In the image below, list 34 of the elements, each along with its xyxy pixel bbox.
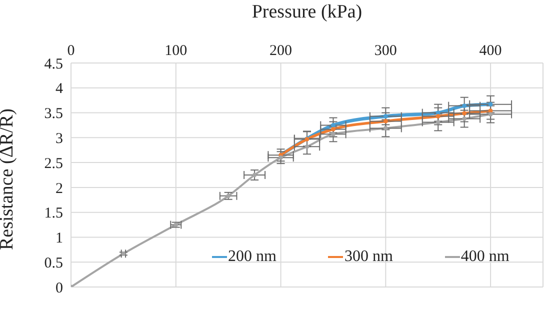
legend-label: 400 nm <box>460 248 510 266</box>
x-tick-label: 300 <box>374 43 397 59</box>
legend-label: 300 nm <box>344 248 393 266</box>
x-tick-label: 100 <box>164 43 188 59</box>
y-tick-label: 1 <box>56 230 63 247</box>
point <box>462 111 467 116</box>
point <box>383 119 388 124</box>
y-tick-label: 3 <box>56 130 63 147</box>
point <box>252 172 257 178</box>
point <box>331 132 336 136</box>
y-tick-label: 4.5 <box>44 56 63 72</box>
y-tick-label: 2 <box>56 180 63 197</box>
y-tick-label: 1.5 <box>44 206 63 222</box>
y-tick-label: 0.5 <box>44 255 63 272</box>
legend-label: 200 nm <box>228 248 276 266</box>
x-axis-title: Pressure (kPa) <box>252 1 362 22</box>
point <box>488 112 493 116</box>
point <box>383 126 388 130</box>
x-tick-label: 200 <box>270 43 292 59</box>
point <box>436 114 440 118</box>
y-tick-label: 3.5 <box>44 106 63 122</box>
point <box>331 127 336 132</box>
point <box>278 155 283 160</box>
point <box>436 120 440 124</box>
point <box>383 114 388 118</box>
x-tick-label: 400 <box>479 43 502 59</box>
point <box>331 123 336 128</box>
y-tick-label: 0 <box>56 280 63 296</box>
y-tick-label: 2.5 <box>44 156 63 172</box>
x-tick-label: 0 <box>67 43 75 59</box>
point <box>462 116 467 121</box>
point <box>462 104 467 108</box>
y-tick-label: 4 <box>56 81 64 98</box>
point <box>488 102 493 107</box>
